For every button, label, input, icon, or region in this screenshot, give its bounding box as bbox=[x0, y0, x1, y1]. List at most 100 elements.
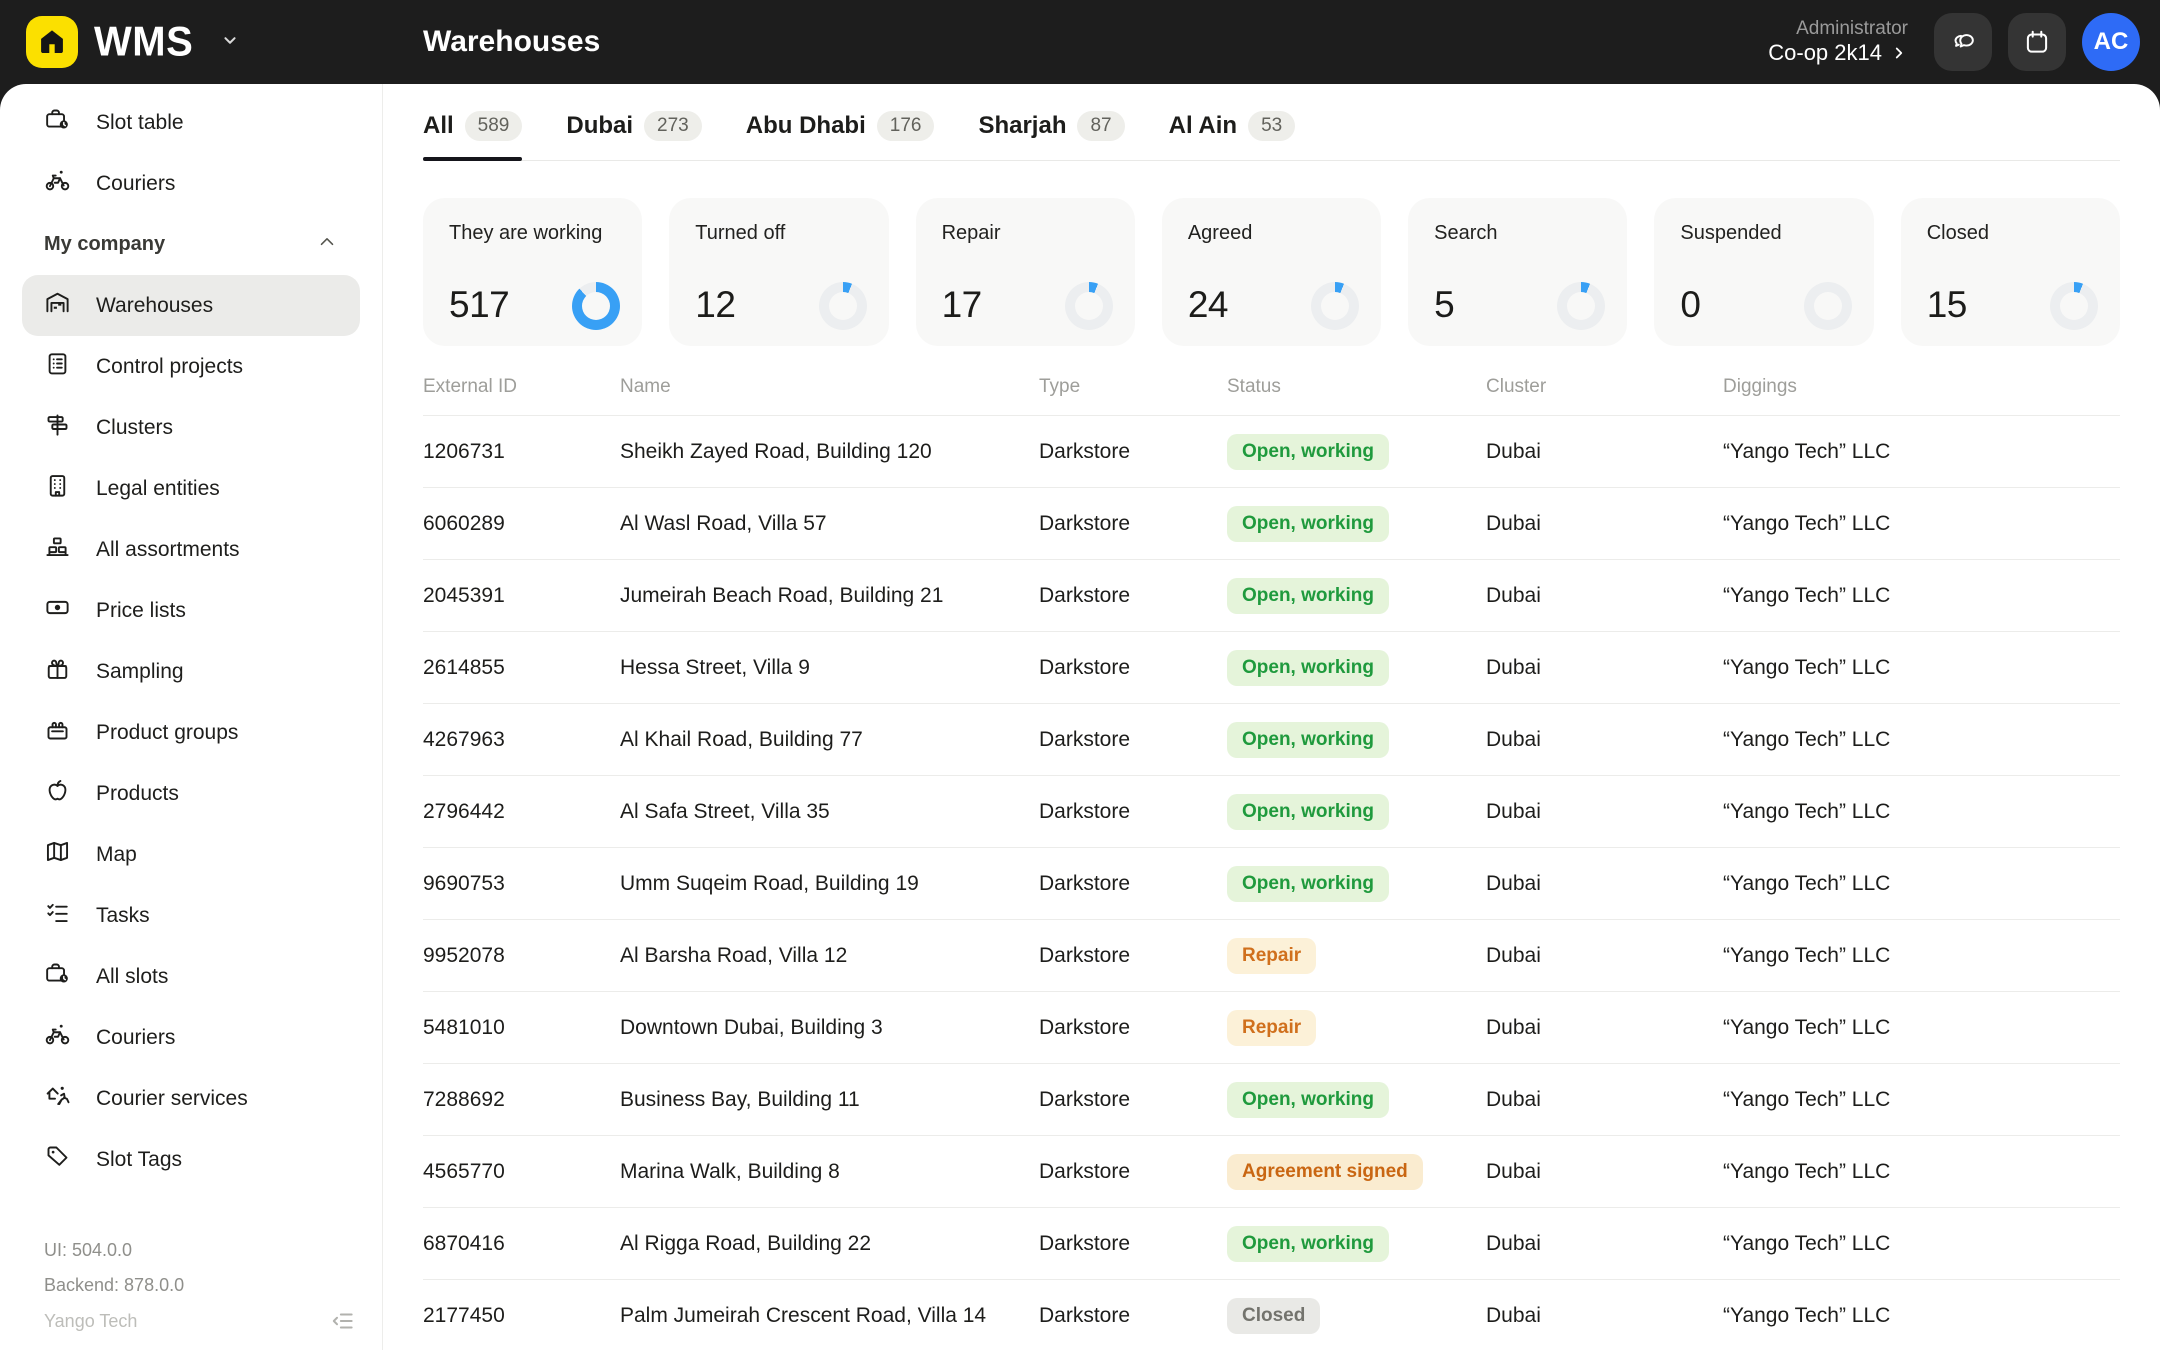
sidebar-item-map[interactable]: Map bbox=[22, 824, 360, 885]
sidebar-item-slot-table[interactable]: Slot table bbox=[22, 92, 360, 153]
courier-bicycle-icon bbox=[44, 167, 71, 200]
sidebar-item-label: All assortments bbox=[96, 537, 240, 561]
slot-table-icon bbox=[44, 960, 71, 993]
chevron-up-icon[interactable] bbox=[316, 231, 338, 259]
sidebar-item-courier-services[interactable]: Courier services bbox=[22, 1068, 360, 1129]
clipboard-list-icon bbox=[44, 350, 71, 383]
sidebar-item-label: Sampling bbox=[96, 659, 184, 683]
collapse-sidebar-icon[interactable] bbox=[330, 1308, 356, 1334]
sidebar-item-all-slots[interactable]: All slots bbox=[22, 946, 360, 1007]
tab-all[interactable]: All 589 bbox=[423, 111, 523, 161]
sidebar-footer: UI: 504.0.0 Backend: 878.0.0 Yango Tech bbox=[44, 1226, 356, 1334]
tab-sharjah[interactable]: Sharjah 87 bbox=[978, 111, 1125, 160]
cell-external-id: 5481010 bbox=[423, 1015, 505, 1039]
cell-diggings: “Yango Tech” LLC bbox=[1723, 1231, 1891, 1255]
sidebar-item-clusters[interactable]: Clusters bbox=[22, 397, 360, 458]
app-logo[interactable]: WMS bbox=[0, 16, 241, 68]
status-card-closed[interactable]: Closed 15 bbox=[1900, 198, 2120, 346]
sidebar-item-label: Courier services bbox=[96, 1086, 248, 1110]
column-header-external-id: External ID bbox=[423, 376, 517, 397]
cell-type: Darkstore bbox=[1039, 583, 1131, 607]
cell-type: Darkstore bbox=[1039, 1015, 1131, 1039]
table-row[interactable]: 4565770 Marina Walk, Building 8 Darkstore A… bbox=[423, 1136, 2120, 1208]
chevron-down-icon[interactable] bbox=[219, 29, 241, 56]
cell-cluster: Dubai bbox=[1486, 1087, 1541, 1111]
sidebar-item-slot-tags[interactable]: Slot Tags bbox=[22, 1129, 360, 1190]
table-row[interactable]: 2796442 Al Safa Street, Villa 35 Darkstore… bbox=[423, 776, 2120, 848]
cell-external-id: 6060289 bbox=[423, 511, 505, 535]
status-badge: Open, working bbox=[1227, 865, 1389, 902]
cell-name: Al Rigga Road, Building 22 bbox=[620, 1231, 871, 1255]
cell-external-id: 2614855 bbox=[423, 655, 505, 679]
sidebar-item-couriers[interactable]: Couriers bbox=[22, 153, 360, 214]
table-row[interactable]: 6060289 Al Wasl Road, Villa 57 Darkstore Op… bbox=[423, 488, 2120, 560]
sidebar-item-all-assortments[interactable]: All assortments bbox=[22, 519, 360, 580]
column-header-cluster: Cluster bbox=[1486, 376, 1547, 397]
table-row[interactable]: 7288692 Business Bay, Building 11 Darkstor… bbox=[423, 1064, 2120, 1136]
tab-dubai[interactable]: Dubai 273 bbox=[566, 111, 702, 160]
user-menu[interactable]: Administrator Co-op 2k14 bbox=[1768, 18, 1908, 67]
cell-status: Open, working bbox=[1227, 505, 1486, 542]
cell-name: Hessa Street, Villa 9 bbox=[620, 655, 810, 679]
avatar[interactable]: AC bbox=[2082, 13, 2140, 71]
table-row[interactable]: 1206731 Sheikh Zayed Road, Building 120 Da… bbox=[423, 416, 2120, 488]
table-header: External ID Name Type Status Cluster Diggings bbox=[423, 346, 2120, 416]
cell-diggings: “Yango Tech” LLC bbox=[1723, 655, 1891, 679]
table-row[interactable]: 9690753 Umm Suqeim Road, Building 19 Darks… bbox=[423, 848, 2120, 920]
sidebar-item-label: Clusters bbox=[96, 415, 174, 439]
sidebar-item-control-projects[interactable]: Control projects bbox=[22, 336, 360, 397]
table-row[interactable]: 2177450 Palm Jumeirah Crescent Road, Vill… bbox=[423, 1280, 2120, 1350]
status-card-suspended[interactable]: Suspended 0 bbox=[1654, 198, 1874, 346]
logo-text: WMS bbox=[94, 18, 194, 65]
card-label: Closed bbox=[1926, 222, 1989, 244]
sidebar-item-sampling[interactable]: Sampling bbox=[22, 641, 360, 702]
table-row[interactable]: 4267963 Al Khail Road, Building 77 Darksto… bbox=[423, 704, 2120, 776]
cell-external-id: 7288692 bbox=[423, 1087, 505, 1111]
sidebar-item-warehouses[interactable]: Warehouses bbox=[22, 275, 360, 336]
table-row[interactable]: 9952078 Al Barsha Road, Villa 12 Darkstore… bbox=[423, 920, 2120, 992]
status-card-search[interactable]: Search 5 bbox=[1408, 198, 1628, 346]
tab-al-ain[interactable]: Al Ain 53 bbox=[1169, 111, 1296, 160]
sidebar-item-product-groups[interactable]: Product groups bbox=[22, 702, 360, 763]
table-row[interactable]: 2614855 Hessa Street, Villa 9 Darkstore Ope… bbox=[423, 632, 2120, 704]
cell-name: Downtown Dubai, Building 3 bbox=[620, 1015, 883, 1039]
status-card-turned-off[interactable]: Turned off 12 bbox=[669, 198, 889, 346]
shelf-boxes-icon bbox=[44, 533, 71, 566]
brand-label: Yango Tech bbox=[44, 1310, 138, 1331]
cell-status: Open, working bbox=[1227, 721, 1486, 758]
status-card-they-are-working[interactable]: They are working 517 bbox=[423, 198, 643, 346]
sidebar-item-products[interactable]: Products bbox=[22, 763, 360, 824]
calendar-icon bbox=[2026, 30, 2048, 53]
donut-progress-icon bbox=[818, 282, 867, 330]
cell-cluster: Dubai bbox=[1486, 655, 1541, 679]
chat-button[interactable] bbox=[1934, 13, 1992, 71]
column-header-diggings: Diggings bbox=[1723, 376, 1797, 397]
tab-label: Sharjah bbox=[978, 112, 1067, 139]
cell-status: Open, working bbox=[1227, 649, 1486, 686]
card-value: 0 bbox=[1680, 284, 1701, 325]
cell-status: Agreement signed bbox=[1227, 1153, 1486, 1190]
sidebar-item-legal-entities[interactable]: Legal entities bbox=[22, 458, 360, 519]
tab-abu-dhabi[interactable]: Abu Dhabi 176 bbox=[746, 111, 935, 160]
status-card-repair[interactable]: Repair 17 bbox=[915, 198, 1135, 346]
home-logo-icon bbox=[26, 16, 78, 68]
sidebar-item-label: Slot Tags bbox=[96, 1147, 182, 1171]
office-building-icon bbox=[44, 472, 71, 505]
cell-external-id: 2796442 bbox=[423, 799, 505, 823]
sidebar-item-label: Control projects bbox=[96, 354, 244, 378]
content-sheet: Slot table Couriers My company Warehouses Co… bbox=[0, 84, 2160, 1350]
sidebar-item-tasks[interactable]: Tasks bbox=[22, 885, 360, 946]
sidebar-item-price-lists[interactable]: Price lists bbox=[22, 580, 360, 641]
sidebar-item-label: Price lists bbox=[96, 598, 186, 622]
status-card-agreed[interactable]: Agreed 24 bbox=[1161, 198, 1382, 346]
table-row[interactable]: 6870416 Al Rigga Road, Building 22 Darksto… bbox=[423, 1208, 2120, 1280]
calendar-button[interactable] bbox=[2008, 13, 2066, 71]
cell-type: Darkstore bbox=[1039, 1303, 1131, 1327]
table-row[interactable]: 5481010 Downtown Dubai, Building 3 Darksto… bbox=[423, 992, 2120, 1064]
table-row[interactable]: 2045391 Jumeirah Beach Road, Building 21 D… bbox=[423, 560, 2120, 632]
cell-external-id: 4267963 bbox=[423, 727, 505, 751]
cell-status: Open, working bbox=[1227, 433, 1486, 470]
sidebar-item-couriers[interactable]: Couriers bbox=[22, 1007, 360, 1068]
cell-cluster: Dubai bbox=[1486, 1159, 1541, 1183]
tab-label: Dubai bbox=[566, 112, 634, 139]
